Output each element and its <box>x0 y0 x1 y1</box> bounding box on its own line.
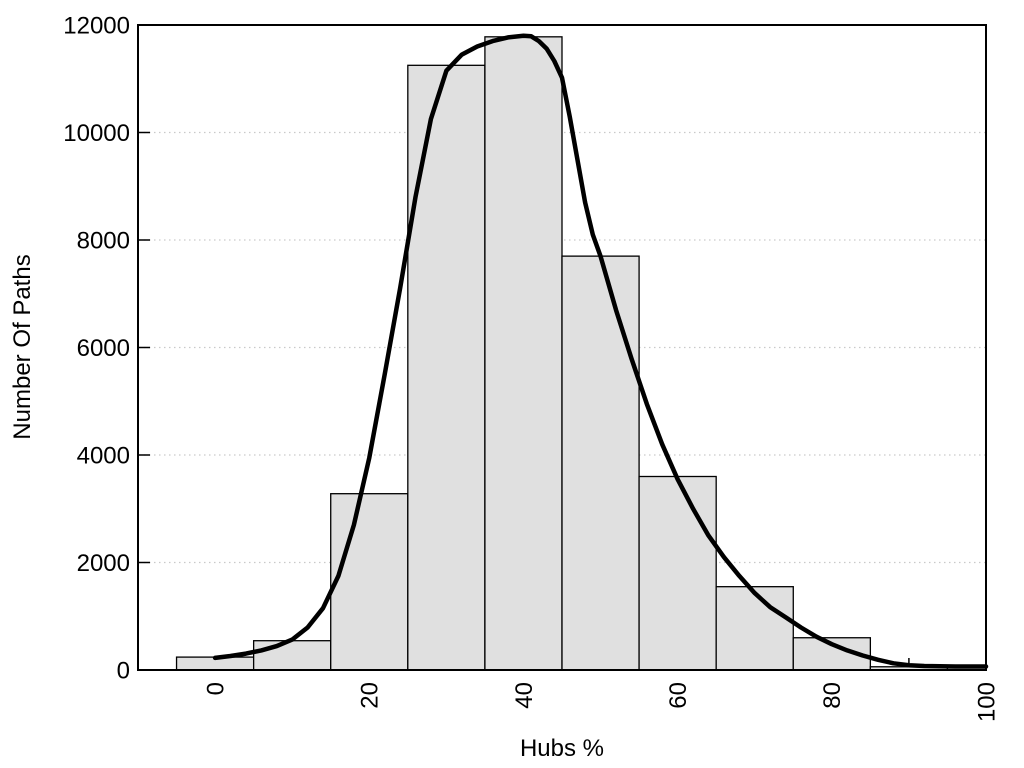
histogram-bar <box>715 586 794 671</box>
histogram-bars <box>175 36 987 671</box>
x-tick-label: 80 <box>819 682 846 709</box>
density-curve <box>212 33 989 669</box>
plot-border <box>137 24 987 671</box>
x-tick-label: 40 <box>511 682 538 709</box>
x-tick-labels: 0 20 40 60 80 100 <box>202 682 1000 722</box>
grid-layer <box>139 131 985 564</box>
x-tick-label: 100 <box>973 682 1000 722</box>
x-tick-label: 0 <box>202 682 229 695</box>
x-tick-label: 20 <box>357 682 384 709</box>
histogram-bar <box>252 640 332 671</box>
histogram-bar <box>561 255 640 671</box>
histogram-bar <box>330 493 409 671</box>
x-axis-title: Hubs % <box>520 735 604 762</box>
y-tick-label: 4000 <box>77 442 130 469</box>
y-tick-label: 6000 <box>77 335 130 362</box>
y-axis-title: Number Of Paths <box>9 254 36 439</box>
y-tick-label: 0 <box>117 657 130 684</box>
histogram-bar <box>407 64 486 671</box>
histogram-bar <box>638 475 717 671</box>
y-tick-label: 2000 <box>77 550 130 577</box>
y-tick-label: 8000 <box>77 227 130 254</box>
x-tick-label: 60 <box>665 682 692 709</box>
y-tick-label: 10000 <box>63 120 130 147</box>
y-tick-label: 12000 <box>63 12 130 39</box>
histogram-bar <box>484 36 563 671</box>
y-tick-labels: 0 2000 4000 6000 8000 10000 12000 <box>63 12 130 684</box>
